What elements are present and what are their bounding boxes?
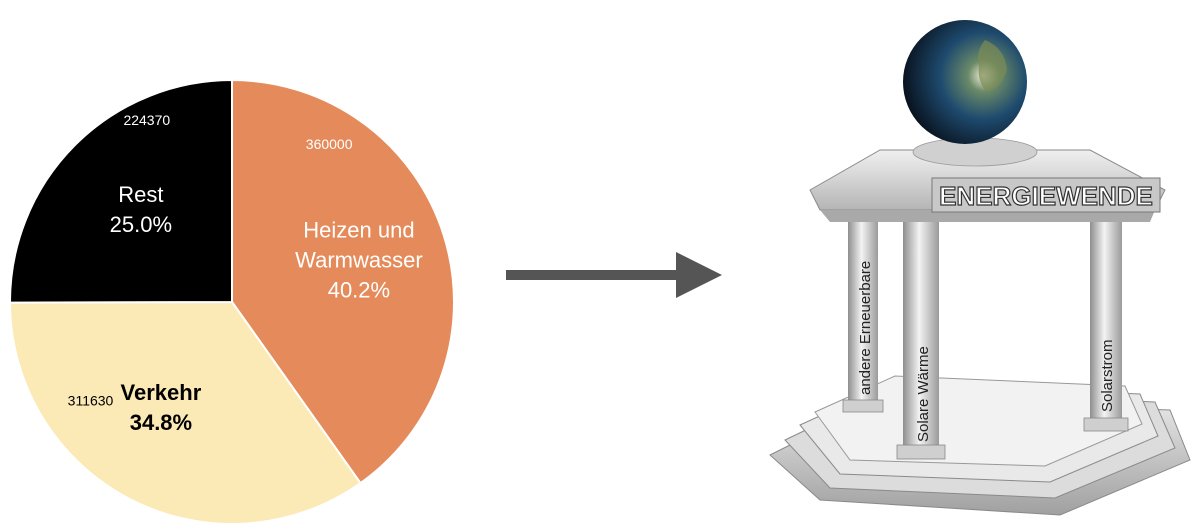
pie-slice (8, 300, 362, 525)
globe-icon (903, 20, 1027, 144)
slice-value-label: 360000 (306, 136, 353, 152)
pillar-label-solar-heat: Solare Wärme (915, 346, 932, 442)
temple-roof: ENERGIEWENDE (809, 137, 1166, 222)
pillar-label-other-renewables: andere Erneuerbare (857, 261, 874, 395)
temple-base (769, 375, 1191, 516)
energiewende-temple: andere Erneuerbare Solare Wärme Solarstr… (769, 20, 1191, 516)
banner-energiewende: ENERGIEWENDE (939, 181, 1153, 211)
arrow-right-icon (506, 252, 722, 298)
slice-percent-label: 40.2% (328, 277, 390, 302)
slice-percent-label: 25.0% (110, 212, 172, 237)
slice-category-label: Warmwasser (295, 247, 423, 272)
pie-slice (231, 78, 455, 485)
slice-value-label: 311630 (68, 393, 114, 409)
slice-category-label: Verkehr (121, 380, 202, 405)
slice-category-label: Heizen und (303, 217, 414, 242)
pillar-label-solar-power: Solarstrom (1099, 339, 1116, 412)
temple-pillars (842, 205, 1129, 460)
slice-percent-label: 34.8% (130, 410, 192, 435)
pie-chart: Heizen und Warmwasser 40.2% 360000 Verkehr 34… (8, 78, 455, 525)
pie-slice (9, 78, 233, 304)
slice-value-label: 224370 (123, 112, 170, 128)
slice-category-label: Rest (118, 182, 163, 207)
